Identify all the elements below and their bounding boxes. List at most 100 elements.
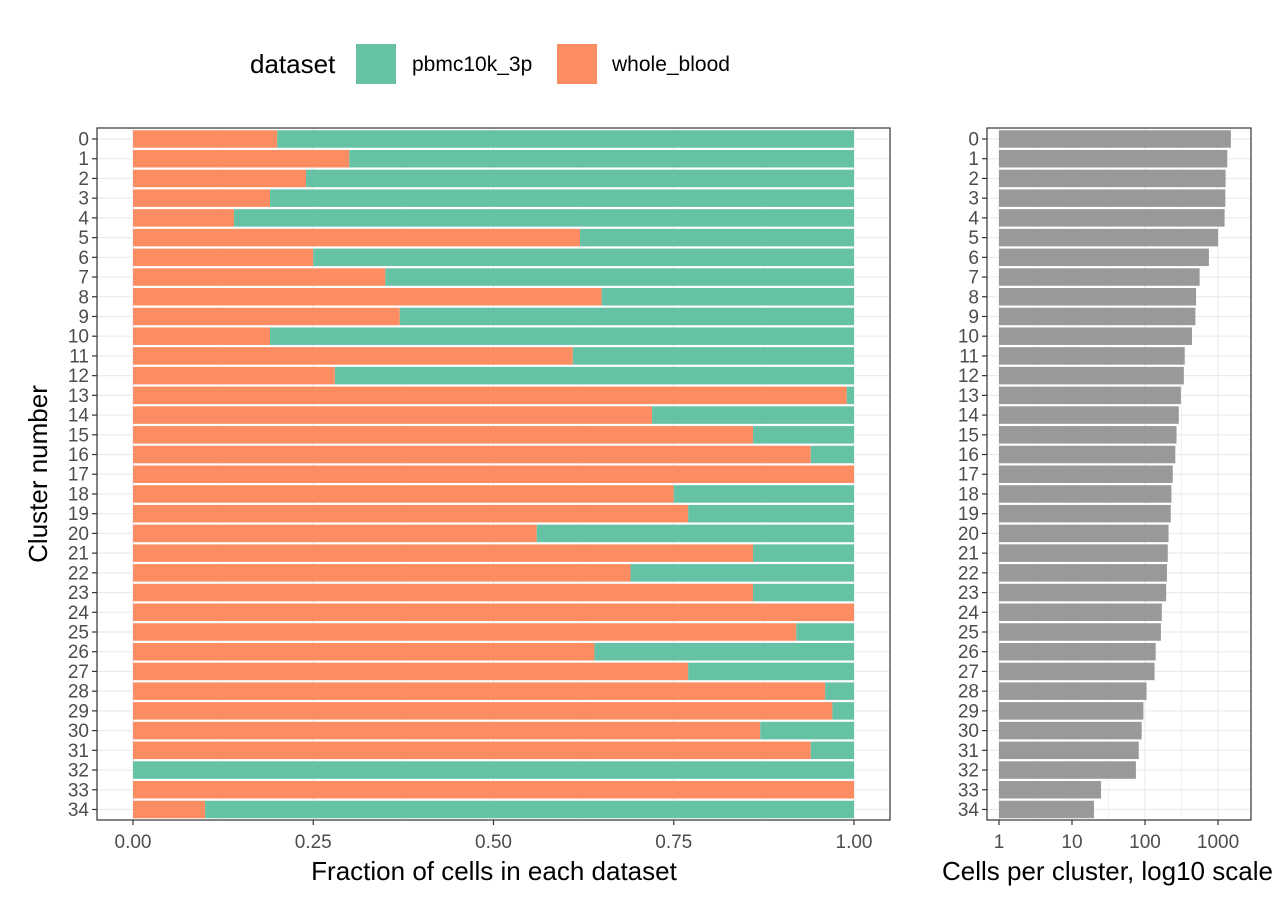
bar-whole-blood — [133, 149, 350, 168]
bar-whole-blood — [133, 386, 847, 405]
bar-whole-blood — [133, 445, 811, 464]
y-tick-label: 4 — [968, 208, 979, 229]
bar-pbmc10k-3p — [233, 209, 854, 227]
bar-pbmc10k-3p — [334, 366, 854, 385]
y-tick-label: 10 — [68, 327, 89, 348]
y-tick-label: 13 — [68, 386, 89, 407]
y-tick-label: 20 — [68, 524, 89, 545]
bar-whole-blood — [133, 741, 811, 760]
cells-per-cluster-panel: 0123456789101112131415161718192021222324… — [958, 127, 1252, 853]
legend-label-pbmc10k-3p: pbmc10k_3p — [412, 53, 532, 76]
y-tick-label: 18 — [958, 484, 979, 505]
y-tick-label: 26 — [68, 642, 89, 663]
bar-whole-blood — [133, 307, 400, 326]
bar-pbmc10k-3p — [810, 445, 854, 464]
bar-cell-count — [999, 130, 1231, 148]
y-tick-label: 26 — [958, 642, 979, 663]
y-tick-label: 12 — [68, 366, 89, 387]
y-tick-label: 24 — [68, 603, 90, 624]
bar-pbmc10k-3p — [760, 721, 854, 740]
y-tick-label: 3 — [968, 189, 979, 210]
bar-cell-count — [999, 268, 1200, 286]
y-tick-label: 10 — [958, 327, 979, 348]
bar-whole-blood — [133, 623, 797, 641]
bar-pbmc10k-3p — [825, 682, 854, 700]
y-tick-label: 33 — [958, 780, 979, 801]
bar-cell-count — [999, 682, 1147, 700]
y-tick-label: 0 — [78, 130, 89, 151]
bar-whole-blood — [133, 130, 278, 148]
y-tick-label: 28 — [68, 682, 89, 703]
x-tick-label: 0.25 — [295, 832, 332, 853]
y-tick-label: 22 — [958, 563, 979, 584]
y-tick-label: 28 — [958, 682, 979, 703]
bar-pbmc10k-3p — [580, 228, 854, 247]
y-tick-label: 27 — [68, 662, 89, 683]
y-tick-label: 7 — [78, 268, 89, 289]
bar-pbmc10k-3p — [536, 524, 854, 543]
bar-pbmc10k-3p — [269, 189, 854, 207]
bar-pbmc10k-3p — [399, 307, 854, 326]
y-tick-label: 2 — [968, 169, 979, 190]
y-tick-label: 30 — [68, 721, 89, 742]
y-tick-label: 33 — [68, 780, 89, 801]
bar-cell-count — [999, 149, 1228, 168]
x-tick-label: 10 — [1061, 832, 1082, 853]
x-tick-label: 100 — [1129, 832, 1161, 853]
y-tick-label: 29 — [68, 701, 89, 722]
bar-cell-count — [999, 209, 1225, 227]
bar-cell-count — [999, 741, 1139, 760]
y-tick-label: 13 — [958, 386, 979, 407]
y-tick-label: 8 — [968, 287, 979, 308]
bar-cell-count — [999, 781, 1102, 799]
y-tick-label: 5 — [78, 228, 89, 249]
bar-pbmc10k-3p — [846, 386, 854, 405]
fraction-panel: 0123456789101112131415161718192021222324… — [68, 127, 891, 853]
bar-whole-blood — [133, 800, 206, 819]
bar-whole-blood — [133, 169, 307, 188]
bar-whole-blood — [133, 248, 314, 267]
bar-whole-blood — [133, 288, 602, 306]
y-tick-label: 22 — [68, 563, 89, 584]
y-tick-label: 32 — [958, 761, 979, 782]
y-tick-label: 6 — [968, 248, 979, 269]
bar-whole-blood — [133, 642, 595, 661]
bar-whole-blood — [133, 524, 537, 543]
bar-whole-blood — [133, 662, 689, 681]
x-tick-label: 0.75 — [655, 832, 692, 853]
y-tick-label: 8 — [78, 287, 89, 308]
bar-cell-count — [999, 642, 1156, 661]
y-tick-label: 30 — [958, 721, 979, 742]
x-tick-label: 0.50 — [475, 832, 512, 853]
y-tick-label: 2 — [78, 169, 89, 190]
bar-whole-blood — [133, 426, 754, 444]
y-tick-label: 16 — [68, 445, 89, 466]
bar-whole-blood — [133, 366, 335, 385]
legend-title: dataset — [250, 49, 336, 79]
bar-pbmc10k-3p — [753, 583, 854, 602]
bar-cell-count — [999, 465, 1173, 483]
bar-whole-blood — [133, 544, 754, 562]
bar-pbmc10k-3p — [572, 347, 854, 365]
bar-pbmc10k-3p — [269, 327, 854, 345]
bar-whole-blood — [133, 347, 573, 365]
bar-cell-count — [999, 721, 1142, 740]
bar-whole-blood — [133, 209, 234, 227]
y-tick-label: 11 — [959, 346, 979, 367]
bar-cell-count — [999, 445, 1176, 464]
y-tick-label: 19 — [68, 504, 89, 525]
bar-whole-blood — [133, 189, 270, 207]
y-tick-label: 9 — [78, 307, 89, 328]
bar-pbmc10k-3p — [753, 426, 854, 444]
legend-swatch-pbmc10k-3p — [356, 44, 396, 84]
y-tick-label: 34 — [958, 800, 980, 821]
y-tick-label: 17 — [68, 465, 89, 486]
bar-cell-count — [999, 485, 1172, 503]
y-tick-label: 14 — [68, 406, 90, 427]
bar-cell-count — [999, 583, 1167, 602]
bar-cell-count — [999, 662, 1155, 681]
y-tick-label: 15 — [68, 425, 89, 446]
y-tick-label: 14 — [958, 406, 980, 427]
y-tick-label: 25 — [68, 623, 89, 644]
